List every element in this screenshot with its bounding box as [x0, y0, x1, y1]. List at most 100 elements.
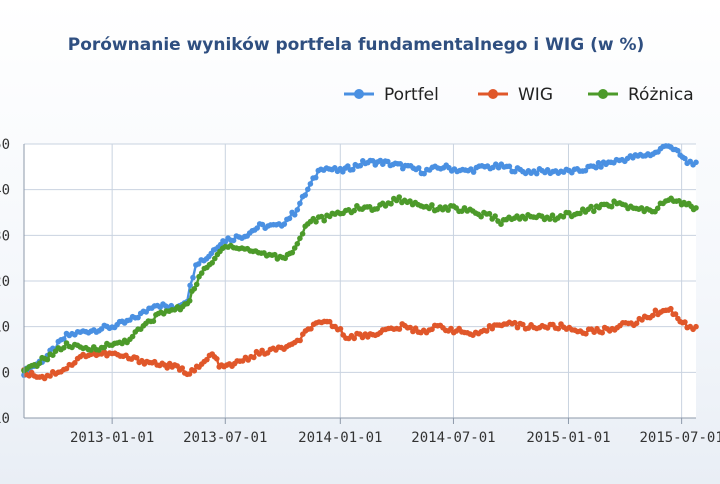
- legend-swatch-dot: [488, 89, 498, 99]
- legend-item: WIG: [478, 85, 553, 105]
- data-point: [63, 365, 70, 372]
- data-point: [560, 214, 567, 220]
- y-tick-label: 30: [0, 228, 10, 244]
- legend-label: Portfel: [384, 85, 439, 105]
- grid: [24, 143, 696, 419]
- data-point: [549, 212, 556, 218]
- data-point: [693, 159, 699, 166]
- legend: Portfel WIG Różnica: [344, 85, 694, 105]
- data-point: [135, 314, 141, 321]
- data-point: [195, 261, 202, 267]
- data-point: [191, 286, 198, 292]
- data-point: [297, 200, 303, 207]
- data-point: [351, 207, 358, 214]
- chart-title: Porównanie wyników portfela fundamentaln…: [68, 35, 645, 55]
- data-point: [483, 328, 490, 334]
- x-tick-label: 2014-01-01: [298, 430, 382, 446]
- data-point: [588, 203, 594, 210]
- data-point: [470, 169, 477, 175]
- data-point: [286, 215, 293, 222]
- data-point: [598, 164, 604, 170]
- data-point: [193, 281, 200, 288]
- data-point: [649, 312, 656, 319]
- data-point: [407, 324, 414, 331]
- data-point: [506, 163, 513, 170]
- data-point: [230, 237, 237, 244]
- data-point: [478, 213, 484, 220]
- data-point: [302, 192, 309, 198]
- data-point: [421, 170, 427, 177]
- data-point: [294, 207, 301, 213]
- data-point: [164, 365, 170, 371]
- data-point: [492, 213, 498, 219]
- legend-label: Różnica: [628, 85, 694, 105]
- data-point: [326, 318, 333, 325]
- y-tick-label: -10: [0, 411, 10, 427]
- data-point: [693, 205, 699, 211]
- data-point: [291, 245, 298, 251]
- data-point: [486, 210, 493, 217]
- data-point: [357, 162, 364, 169]
- data-point: [191, 368, 198, 374]
- data-point: [668, 305, 674, 312]
- plot-area: [21, 143, 699, 419]
- data-point: [429, 202, 435, 208]
- data-point: [297, 337, 303, 344]
- data-point: [294, 241, 301, 247]
- data-point: [251, 354, 257, 361]
- data-point: [599, 329, 605, 336]
- data-point: [307, 181, 314, 187]
- data-point: [133, 355, 140, 361]
- data-point: [682, 319, 688, 325]
- data-point: [652, 307, 659, 314]
- data-point: [498, 221, 504, 227]
- data-point: [321, 217, 328, 224]
- legend-item: Różnica: [588, 85, 694, 105]
- data-point: [608, 203, 615, 210]
- data-point: [675, 147, 681, 154]
- data-point: [186, 371, 193, 377]
- data-point: [397, 161, 404, 167]
- data-point: [297, 235, 303, 242]
- data-point: [129, 333, 136, 340]
- data-point: [254, 225, 260, 231]
- data-point: [388, 201, 394, 207]
- data-point: [415, 165, 422, 171]
- legend-label: WIG: [518, 85, 553, 105]
- data-point: [198, 270, 205, 276]
- series-roznica: [21, 194, 699, 374]
- data-point: [512, 319, 518, 326]
- x-axis: 2013-01-01 2013-07-01 2014-01-01 2014-07-01…: [24, 417, 720, 446]
- series-wig: [21, 305, 699, 382]
- y-tick-label: 0: [2, 365, 10, 381]
- data-point: [61, 336, 67, 342]
- data-point: [672, 311, 679, 317]
- data-point: [179, 365, 185, 371]
- data-point: [313, 219, 319, 225]
- data-point: [370, 158, 376, 164]
- data-point: [520, 321, 526, 328]
- data-point: [582, 167, 589, 174]
- data-point: [61, 345, 67, 351]
- data-point: [299, 231, 306, 237]
- data-point: [595, 160, 602, 166]
- data-point: [693, 323, 699, 330]
- data-point: [281, 221, 288, 227]
- data-point: [396, 326, 403, 332]
- data-point: [291, 212, 298, 218]
- data-point: [289, 249, 296, 256]
- data-point: [36, 360, 43, 367]
- data-point: [654, 205, 661, 212]
- y-tick-label: 10: [0, 320, 10, 336]
- legend-swatch-dot: [354, 89, 364, 99]
- data-point: [190, 274, 196, 281]
- data-point: [448, 325, 454, 332]
- data-point: [174, 363, 180, 369]
- y-tick-label: 20: [0, 274, 10, 290]
- data-point: [272, 251, 278, 258]
- legend-item: Portfel: [344, 85, 439, 105]
- x-tick-label: 2013-07-01: [183, 430, 267, 446]
- data-point: [445, 207, 451, 213]
- data-point: [555, 325, 562, 332]
- data-point: [412, 325, 419, 332]
